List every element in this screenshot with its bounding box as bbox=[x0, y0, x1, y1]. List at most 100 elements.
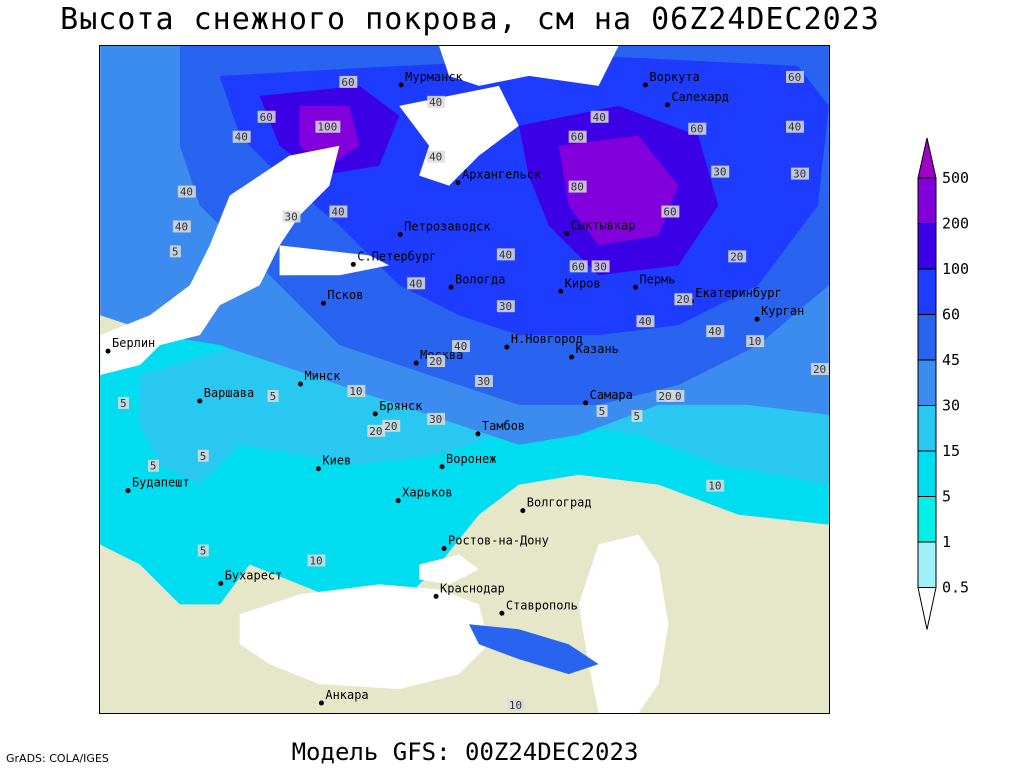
svg-text:30: 30 bbox=[429, 413, 442, 426]
contour-label: 20 bbox=[367, 425, 386, 438]
svg-text:60: 60 bbox=[572, 260, 585, 273]
barents-sea bbox=[439, 46, 619, 86]
contour-label: 40 bbox=[177, 186, 196, 199]
city-dot bbox=[297, 381, 303, 387]
contour-label: 60 bbox=[786, 71, 804, 84]
legend-swatch bbox=[917, 496, 937, 543]
city-dot bbox=[558, 288, 564, 294]
city-label: Ставрополь bbox=[506, 598, 578, 612]
city-marker: Салехард bbox=[664, 90, 729, 108]
legend-level-label: 60 bbox=[942, 306, 960, 324]
city-label: Вологда bbox=[455, 272, 505, 286]
svg-text:60: 60 bbox=[260, 111, 273, 124]
svg-text:80: 80 bbox=[571, 181, 584, 194]
city-marker: Волгоград bbox=[520, 496, 592, 514]
svg-text:30: 30 bbox=[594, 260, 607, 273]
contour-label: 30 bbox=[711, 166, 730, 179]
snow-zone-100cm bbox=[299, 105, 679, 246]
svg-text:10: 10 bbox=[748, 335, 761, 348]
city-label: С.Петербург bbox=[357, 249, 436, 263]
svg-text:20: 20 bbox=[384, 420, 397, 433]
city-label: Самара bbox=[590, 388, 633, 402]
city-marker: Самара bbox=[583, 388, 633, 406]
city-dot bbox=[372, 411, 378, 417]
svg-text:5: 5 bbox=[633, 410, 640, 423]
contour-label: 30 bbox=[474, 375, 493, 388]
svg-text:40: 40 bbox=[638, 315, 651, 328]
contour-label: 30 bbox=[427, 413, 446, 426]
svg-text:10: 10 bbox=[309, 554, 322, 567]
city-marker: Воронеж bbox=[439, 452, 496, 470]
svg-text:5: 5 bbox=[150, 460, 157, 473]
contour-label: 40 bbox=[786, 121, 804, 134]
city-label: Харьков bbox=[402, 486, 452, 500]
legend-swatch bbox=[917, 541, 937, 588]
contour-label: 5 bbox=[147, 460, 159, 473]
svg-text:60: 60 bbox=[571, 131, 584, 144]
city-marker: Брянск bbox=[372, 399, 423, 417]
svg-text:40: 40 bbox=[429, 96, 442, 109]
legend-level-label: 500 bbox=[942, 169, 969, 187]
city-dot bbox=[218, 580, 224, 586]
contour-label: 40 bbox=[427, 96, 446, 109]
contour-label: 5 bbox=[596, 405, 608, 418]
svg-text:40: 40 bbox=[708, 325, 721, 338]
svg-text:100: 100 bbox=[317, 121, 337, 134]
contour-label: 5 bbox=[267, 390, 279, 403]
contour-label: 30 bbox=[282, 210, 301, 223]
grads-credit: GrADS: COLA/IGES bbox=[6, 752, 109, 765]
svg-text:20: 20 bbox=[813, 363, 826, 376]
city-marker: Воркута bbox=[642, 70, 700, 88]
city-dot bbox=[350, 261, 356, 267]
city-dot bbox=[664, 102, 670, 108]
city-marker: Берлин bbox=[105, 336, 155, 354]
legend-swatch bbox=[917, 223, 937, 270]
contour-label: 40 bbox=[706, 325, 725, 338]
svg-text:40: 40 bbox=[788, 121, 801, 134]
city-dot bbox=[320, 300, 326, 306]
city-dot bbox=[448, 284, 454, 290]
svg-text:60: 60 bbox=[788, 71, 801, 84]
city-marker: Ставрополь bbox=[499, 598, 578, 616]
contour-label: 20 bbox=[656, 390, 675, 403]
city-dot bbox=[455, 180, 461, 186]
contour-label: 5 bbox=[197, 450, 209, 463]
legend-swatch bbox=[917, 450, 937, 497]
city-dot bbox=[520, 508, 526, 514]
city-marker: Минск bbox=[297, 369, 341, 387]
city-dot bbox=[397, 231, 403, 237]
city-dot bbox=[398, 82, 404, 88]
contour-label: 10 bbox=[307, 554, 326, 567]
legend-level-label: 5 bbox=[942, 488, 951, 506]
city-label: Н.Новгород bbox=[511, 332, 583, 346]
city-label: Воронеж bbox=[446, 452, 496, 466]
contour-label: 5 bbox=[197, 544, 209, 557]
contour-label: 40 bbox=[407, 277, 426, 290]
city-marker: Краснодар bbox=[433, 581, 505, 599]
legend-level-label: 30 bbox=[942, 397, 960, 415]
gulf-of-finland bbox=[279, 245, 390, 276]
city-marker: Тамбов bbox=[475, 419, 525, 437]
svg-text:40: 40 bbox=[454, 340, 467, 353]
contour-label: 20 bbox=[810, 363, 829, 376]
city-dot bbox=[125, 488, 131, 494]
legend-level-label: 15 bbox=[942, 442, 960, 460]
city-marker: Мурманск bbox=[398, 70, 464, 88]
city-marker: Бухарест bbox=[218, 568, 282, 586]
city-dot bbox=[395, 498, 401, 504]
svg-text:40: 40 bbox=[593, 111, 606, 124]
contour-label: 40 bbox=[496, 248, 515, 261]
legend-swatch bbox=[917, 177, 937, 224]
contour-label: 60 bbox=[568, 131, 587, 144]
svg-text:10: 10 bbox=[349, 385, 362, 398]
legend-top-arrow bbox=[917, 137, 937, 179]
caspian-sea bbox=[578, 534, 669, 713]
city-label: Архангельск bbox=[462, 168, 542, 182]
contour-labels-layer: 60 60 40 40 100 60 40 60 60 40 40 40 30 40 80 30 60 40 30 6… bbox=[118, 71, 829, 712]
city-label: Псков bbox=[327, 288, 363, 302]
svg-text:40: 40 bbox=[331, 205, 344, 218]
contour-label: 5 bbox=[631, 410, 643, 423]
contour-label: 5 bbox=[118, 397, 130, 410]
city-dot bbox=[504, 344, 510, 350]
city-label: Киев bbox=[322, 454, 351, 468]
